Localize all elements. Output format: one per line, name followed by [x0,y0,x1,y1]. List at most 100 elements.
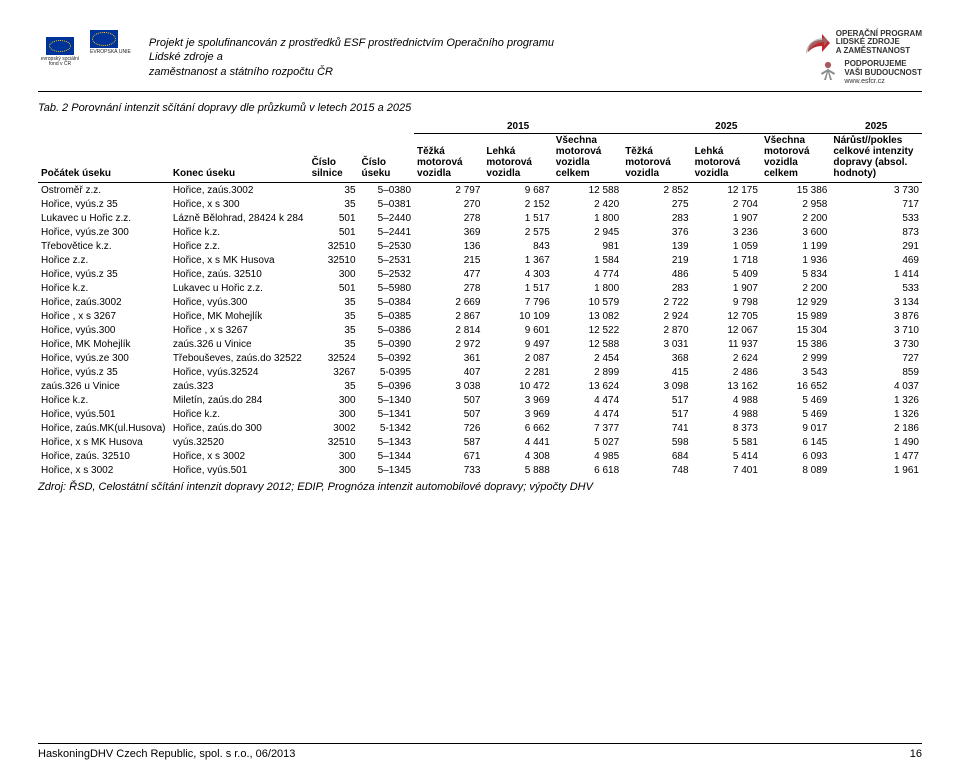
cell-num: 5–0381 [359,197,415,211]
cell-text: Hořice, vyús.ze 300 [38,351,170,365]
cell-num: 8 373 [692,421,761,435]
cell-num: 15 304 [761,323,830,337]
cell-num: 2 924 [622,309,691,323]
cell-num: 5–1341 [359,407,415,421]
cell-text: Hořice, zaús. 32510 [170,267,309,281]
table-row: Hořice, x s 3002Hořice, vyús.5013005–134… [38,463,922,477]
cell-text: Hořice k.z. [38,281,170,295]
cell-num: 587 [414,435,483,449]
cell-num: 5-1342 [359,421,415,435]
cell-num: 278 [414,211,483,225]
cell-num: 533 [830,211,922,225]
cell-num: 4 308 [483,449,552,463]
oplzz-line3: A ZAMĚSTNANOST [836,47,922,55]
cell-text: zaús.326 u Vinice [170,337,309,351]
col-light-2015: Lehká motorová vozidla [483,134,552,183]
cell-num: 2 200 [761,281,830,295]
cell-num: 7 377 [553,421,622,435]
esf-caption: evropský sociální fond v ČR [38,57,82,68]
cell-num: 1 477 [830,449,922,463]
cell-num: 501 [309,211,359,225]
cell-num: 270 [414,197,483,211]
cell-text: Miletín, zaús.do 284 [170,393,309,407]
table-caption: Tab. 2 Porovnání intenzit sčítání doprav… [38,102,922,114]
cell-num: 9 017 [761,421,830,435]
cell-num: 733 [414,463,483,477]
cell-num: 2 454 [553,351,622,365]
table-row: zaús.326 u Vinicezaús.323355–03963 03810… [38,379,922,393]
cell-num: 507 [414,393,483,407]
cell-num: 5–0385 [359,309,415,323]
cell-num: 219 [622,253,691,267]
cell-num: 5 834 [761,267,830,281]
cell-num: 139 [622,239,691,253]
col-road: Číslo silnice [309,120,359,183]
cell-num: 6 662 [483,421,552,435]
cell-num: 873 [830,225,922,239]
cell-num: 1 059 [692,239,761,253]
cell-num: 5–0386 [359,323,415,337]
table-row: Hořice, zaús.3002Hořice, vyús.300355–038… [38,295,922,309]
col-start: Počátek úseku [38,120,170,183]
cell-num: 517 [622,393,691,407]
cell-num: 35 [309,295,359,309]
table-row: Třebovětice k.z.Hořice z.z.325105–253013… [38,239,922,253]
cell-num: 477 [414,267,483,281]
table-row: Ostroměř z.z.Hořice, zaús.3002355–03802 … [38,183,922,198]
cell-num: 469 [830,253,922,267]
podporujeme-text: PODPORUJEME VAŠI BUDOUCNOST www.esfcr.cz [844,60,922,85]
table-row: Hořice, vyús.501Hořice k.z.3005–13415073… [38,407,922,421]
cell-num: 136 [414,239,483,253]
cell-num: 2 624 [692,351,761,365]
podpor-url: www.esfcr.cz [844,78,922,86]
cell-num: 5 409 [692,267,761,281]
table-body: Ostroměř z.z.Hořice, zaús.3002355–03802 … [38,183,922,478]
page: evropský sociální fond v ČR EVROPSKÁ UNI… [0,0,960,782]
cell-num: 5–2530 [359,239,415,253]
cell-text: Hořice , x s 3267 [170,323,309,337]
cell-num: 2 870 [622,323,691,337]
cell-num: 7 796 [483,295,552,309]
cell-num: 5–1340 [359,393,415,407]
cell-text: Hořice, x s 3002 [38,463,170,477]
cell-num: 7 401 [692,463,761,477]
cell-text: Hořice, vyús.32524 [170,365,309,379]
cell-num: 3 969 [483,393,552,407]
cell-num: 15 989 [761,309,830,323]
cell-num: 1 517 [483,281,552,295]
cell-text: vyús.32520 [170,435,309,449]
table-row: Hořice , x s 3267Hořice, MK Mohejlík355–… [38,309,922,323]
cell-text: Hořice, x s MK Husova [38,435,170,449]
cell-num: 1 907 [692,211,761,225]
oplzz-text: OPERAČNÍ PROGRAM LIDSKÉ ZDROJE A ZAMĚSTN… [836,30,922,55]
cell-num: 35 [309,309,359,323]
cell-text: Třebouševes, zaús.do 32522 [170,351,309,365]
cell-num: 1 800 [553,281,622,295]
cell-num: 717 [830,197,922,211]
cell-text: Hořice, zaús.MK(ul.Husova) [38,421,170,435]
cell-num: 5–2531 [359,253,415,267]
cell-num: 32524 [309,351,359,365]
logo-block-right: OPERAČNÍ PROGRAM LIDSKÉ ZDROJE A ZAMĚSTN… [804,30,922,85]
cell-num: 35 [309,337,359,351]
cell-num: 12 175 [692,183,761,198]
cell-num: 5 469 [761,393,830,407]
cell-num: 5–0380 [359,183,415,198]
cell-num: 291 [830,239,922,253]
cell-num: 278 [414,281,483,295]
cell-text: Hořice, x s MK Husova [170,253,309,267]
col-all-2015: Všechna motorová vozidla celkem [553,134,622,183]
cell-num: 2 945 [553,225,622,239]
table-head: Počátek úseku Konec úseku Číslo silnice … [38,120,922,183]
cell-num: 10 109 [483,309,552,323]
table-row: Hořice, vyús.ze 300Třebouševes, zaús.do … [38,351,922,365]
cell-num: 368 [622,351,691,365]
cell-num: 35 [309,197,359,211]
cell-num: 12 705 [692,309,761,323]
logo-block-left: evropský sociální fond v ČR EVROPSKÁ UNI… [38,30,131,74]
footer: HaskoningDHV Czech Republic, spol. s r.o… [38,743,922,760]
cell-num: 859 [830,365,922,379]
cell-num: 5–1344 [359,449,415,463]
cell-text: Hořice k.z. [170,407,309,421]
cell-text: Hořice, vyús.z 35 [38,197,170,211]
